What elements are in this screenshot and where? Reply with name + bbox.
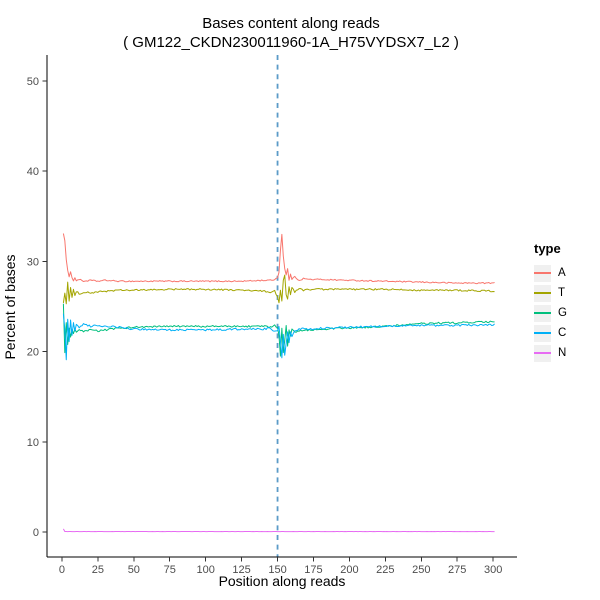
x-tick-label: 25	[92, 564, 104, 576]
legend-key-G	[534, 304, 551, 322]
chart-title: Bases content along reads	[202, 15, 380, 32]
y-axis-title: Percent of bases	[2, 254, 18, 360]
x-tick-label: 200	[340, 564, 358, 576]
x-tick-label: 225	[376, 564, 394, 576]
legend-key-line-icon	[534, 352, 551, 354]
legend-key-A	[534, 264, 551, 282]
legend-label-C: C	[558, 327, 567, 339]
legend-key-line-icon	[534, 272, 551, 274]
legend-key-line-icon	[534, 292, 551, 294]
series-line-G	[62, 303, 495, 357]
legend-entry-A: A	[534, 263, 567, 283]
x-tick-label: 125	[232, 564, 250, 576]
y-tick-label: 30	[27, 256, 39, 268]
x-tick-label: 275	[448, 564, 466, 576]
y-tick-label: 0	[33, 527, 39, 539]
legend-entry-C: C	[534, 323, 567, 343]
legend-entry-G: G	[534, 303, 567, 323]
x-tick-label: 0	[59, 564, 65, 576]
y-tick-label: 20	[27, 347, 39, 359]
legend-entry-N: N	[534, 343, 567, 363]
x-tick-label: 250	[412, 564, 430, 576]
chart-subtitle: ( GM122_CKDN230011960-1A_H75VYDSX7_L2 )	[123, 34, 459, 51]
y-tick-label: 50	[27, 76, 39, 88]
x-tick-label: 75	[164, 564, 176, 576]
series-line-T	[62, 274, 495, 305]
legend-label-G: G	[558, 307, 567, 319]
series-line-A	[62, 233, 495, 285]
legend-key-C	[534, 324, 551, 342]
legend-label-N: N	[558, 347, 567, 359]
series-line-C	[62, 313, 495, 361]
x-tick-label: 50	[128, 564, 140, 576]
y-tick-label: 40	[27, 166, 39, 178]
legend-key-T	[534, 284, 551, 302]
legend-label-T: T	[558, 287, 566, 299]
series-line-N	[62, 528, 495, 533]
legend-title: type	[534, 241, 561, 256]
x-tick-label: 300	[484, 564, 502, 576]
legend-key-line-icon	[534, 332, 551, 334]
x-tick-label: 150	[268, 564, 286, 576]
x-tick-label: 100	[196, 564, 214, 576]
legend-key-line-icon	[534, 312, 551, 314]
legend-label-A: A	[558, 267, 566, 279]
legend-entry-T: T	[534, 283, 567, 303]
x-tick-label: 175	[304, 564, 322, 576]
y-tick-label: 10	[27, 437, 39, 449]
x-axis-title: Position along reads	[218, 573, 346, 589]
legend-key-N	[534, 344, 551, 362]
